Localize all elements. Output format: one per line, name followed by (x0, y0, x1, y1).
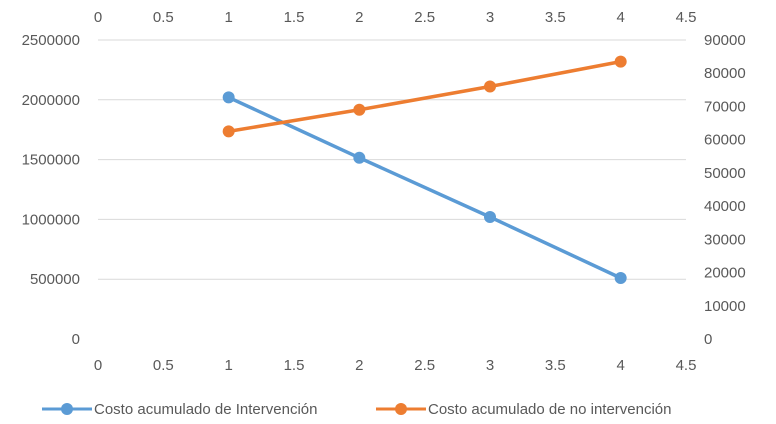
y-right-tick-label: 50000 (704, 165, 746, 182)
x-tick-label-bottom: 4.5 (676, 357, 697, 374)
x-tick-label-top: 4 (616, 9, 624, 26)
x-tick-label-bottom: 4 (616, 357, 624, 374)
y-axis-left: 0 500000 1000000 1500000 2000000 2500000 (22, 32, 80, 348)
x-tick-label-bottom: 0 (94, 357, 102, 374)
legend-item-no-intervencion: Costo acumulado de no intervención (376, 401, 672, 418)
legend-label: Costo acumulado de Intervención (94, 401, 317, 418)
x-tick-label-top: 3 (486, 9, 494, 26)
x-tick-label-bottom: 1 (224, 357, 232, 374)
x-tick-label-bottom: 2 (355, 357, 363, 374)
y-left-tick-label: 0 (72, 331, 80, 348)
y-right-tick-label: 60000 (704, 132, 746, 149)
gridlines (98, 39, 686, 280)
y-left-tick-label: 1000000 (22, 211, 80, 228)
x-tick-label-bottom: 3 (486, 357, 494, 374)
x-tick-label-top: 4.5 (676, 9, 697, 26)
data-point (353, 151, 366, 164)
y-right-tick-label: 20000 (704, 265, 746, 282)
series-line (227, 95, 622, 280)
y-right-tick-label: 80000 (704, 65, 746, 82)
data-point (614, 55, 627, 68)
y-left-tick-label: 500000 (30, 271, 80, 288)
series-no-intervencion (222, 55, 627, 138)
x-tick-label-bottom: 2.5 (414, 357, 435, 374)
x-tick-label-bottom: 1.5 (284, 357, 305, 374)
y-axis-right: 0 10000 20000 30000 40000 50000 60000 70000 8000… (704, 32, 746, 348)
series-intervencion (222, 91, 627, 285)
y-right-tick-label: 70000 (704, 98, 746, 115)
x-axis-top: 0 0.5 1 1.5 2 2.5 3 3.5 4 4.5 (94, 9, 697, 26)
x-tick-label-top: 1 (224, 9, 232, 26)
x-tick-label-top: 1.5 (284, 9, 305, 26)
data-point (353, 103, 366, 116)
x-tick-label-bottom: 0.5 (153, 357, 174, 374)
data-point (484, 211, 496, 224)
data-point (484, 80, 496, 93)
x-tick-label-top: 0 (94, 9, 102, 26)
y-left-tick-label: 2000000 (22, 92, 80, 109)
data-point (222, 125, 235, 138)
y-right-tick-label: 10000 (704, 298, 746, 315)
y-right-tick-label: 0 (704, 331, 712, 348)
data-point (222, 91, 235, 104)
y-right-tick-label: 40000 (704, 198, 746, 215)
legend-marker-icon (395, 403, 407, 415)
legend-item-intervencion: Costo acumulado de Intervención (42, 401, 317, 418)
x-tick-label-top: 3.5 (545, 9, 566, 26)
data-point (614, 272, 627, 285)
y-left-tick-label: 2500000 (22, 32, 80, 49)
x-axis-bottom: 0 0.5 1 1.5 2 2.5 3 3.5 4 4.5 (94, 357, 697, 374)
series-line (228, 59, 621, 134)
legend: Costo acumulado de Intervención Costo ac… (42, 401, 672, 418)
x-tick-label-bottom: 3.5 (545, 357, 566, 374)
legend-label: Costo acumulado de no intervención (428, 401, 672, 418)
y-right-tick-label: 90000 (704, 32, 746, 49)
x-tick-label-top: 2 (355, 9, 363, 26)
y-right-tick-label: 30000 (704, 231, 746, 248)
x-tick-label-top: 0.5 (153, 9, 174, 26)
x-tick-label-top: 2.5 (414, 9, 435, 26)
plot-series (222, 55, 627, 285)
y-left-tick-label: 1500000 (22, 152, 80, 169)
legend-marker-icon (61, 403, 73, 415)
